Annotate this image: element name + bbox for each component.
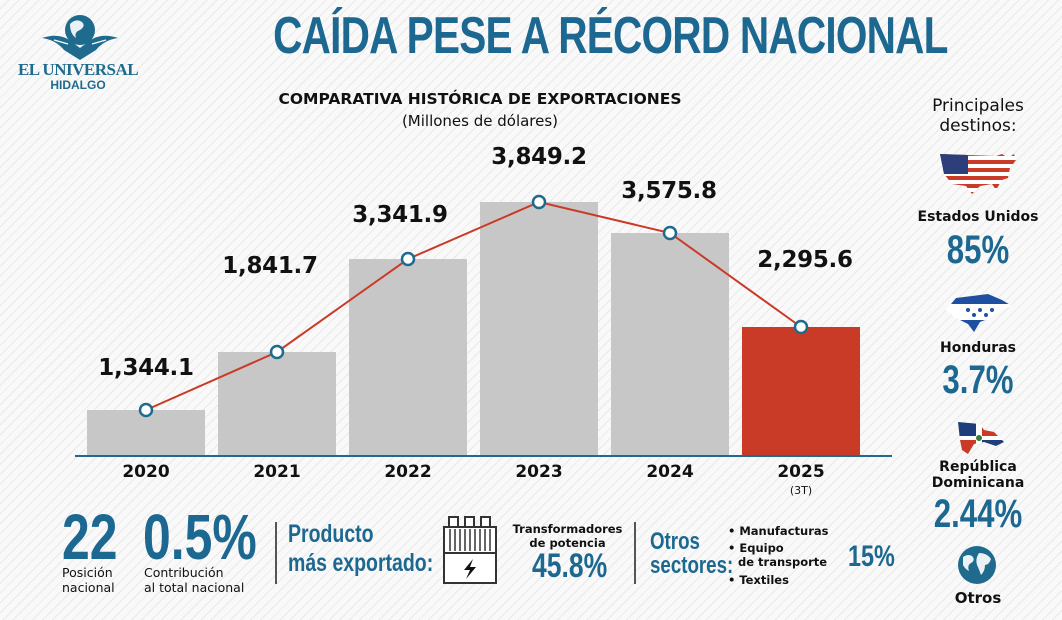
contribution-value: 0.5% — [143, 501, 257, 573]
destination-dr-name-1: República — [939, 459, 1017, 475]
divider — [275, 522, 277, 584]
value-label-2020: 1,344.1 — [98, 355, 194, 381]
destination-honduras-name: Honduras — [940, 340, 1016, 356]
destination-dr-name-2: Dominicana — [931, 475, 1025, 491]
product-name-2: de potencia — [529, 536, 606, 550]
x-label-2023: 2023 — [515, 462, 563, 482]
contribution-label-2: al total nacional — [144, 580, 245, 595]
brand-sub: HIDALGO — [50, 78, 106, 92]
x-label-2024: 2024 — [646, 462, 694, 482]
value-label-2022: 3,341.9 — [352, 202, 448, 228]
destination-usa-pct: 85% — [946, 228, 1010, 272]
destinations-title-1: Principales — [932, 96, 1024, 116]
product-heading-1: Producto — [288, 520, 374, 548]
chart-units: (Millones de dólares) — [401, 112, 559, 130]
x-sublabel-2025: (3T) — [789, 484, 813, 497]
contribution-label-1: Contribución — [144, 565, 224, 580]
x-label-2025: 2025 — [777, 462, 825, 482]
bar-2025 — [742, 327, 860, 456]
others-item-equipo-2: de transporte — [738, 555, 828, 569]
value-label-2024: 3,575.8 — [621, 178, 717, 204]
bar-2023 — [480, 202, 598, 456]
others-item-manufacturas: • Manufacturas — [728, 524, 829, 538]
brand-name: EL UNIVERSAL — [17, 60, 139, 79]
position-label-2: nacional — [62, 580, 115, 595]
x-label-2021: 2021 — [253, 462, 301, 482]
others-heading-2: sectores: — [650, 552, 734, 579]
usa-flag-map-icon — [938, 150, 1018, 200]
globe-eagle-logo-icon — [42, 15, 118, 60]
destination-usa-name: Estados Unidos — [917, 209, 1039, 225]
destination-honduras-pct: 3.7% — [942, 358, 1014, 402]
others-heading-1: Otros — [650, 528, 700, 555]
value-label-2025: 2,295.6 — [757, 247, 853, 273]
position-value: 22 — [62, 501, 118, 573]
destination-dr-pct: 2.44% — [933, 492, 1023, 536]
x-label-2022: 2022 — [384, 462, 432, 482]
others-item-equipo: • Equipo — [728, 541, 784, 555]
x-axis — [75, 455, 892, 457]
logo — [40, 10, 120, 62]
product-pct: 45.8% — [532, 547, 608, 585]
product-name-1: Transformadores — [512, 522, 623, 536]
bar-2022 — [349, 259, 467, 456]
dominican-republic-flag-map-icon — [954, 420, 1006, 456]
others-pct: 15% — [848, 540, 895, 573]
destinations-title-2: destinos: — [939, 116, 1017, 136]
bar-2020 — [87, 410, 205, 456]
position-label-1: Posición — [62, 565, 113, 580]
bar-2024 — [611, 233, 729, 456]
honduras-flag-map-icon — [942, 292, 1016, 334]
globe-icon — [957, 545, 997, 585]
value-label-2021: 1,841.7 — [222, 253, 318, 279]
divider — [634, 522, 636, 584]
transformer-icon — [440, 515, 500, 585]
destination-others-name: Otros — [954, 589, 1002, 607]
others-item-textiles: • Textiles — [728, 573, 789, 587]
value-label-2023: 3,849.2 — [491, 144, 587, 170]
product-heading-2: más exportado: — [288, 549, 434, 577]
x-label-2020: 2020 — [122, 462, 170, 482]
chart-title: COMPARATIVA HISTÓRICA DE EXPORTACIONES — [278, 90, 682, 108]
